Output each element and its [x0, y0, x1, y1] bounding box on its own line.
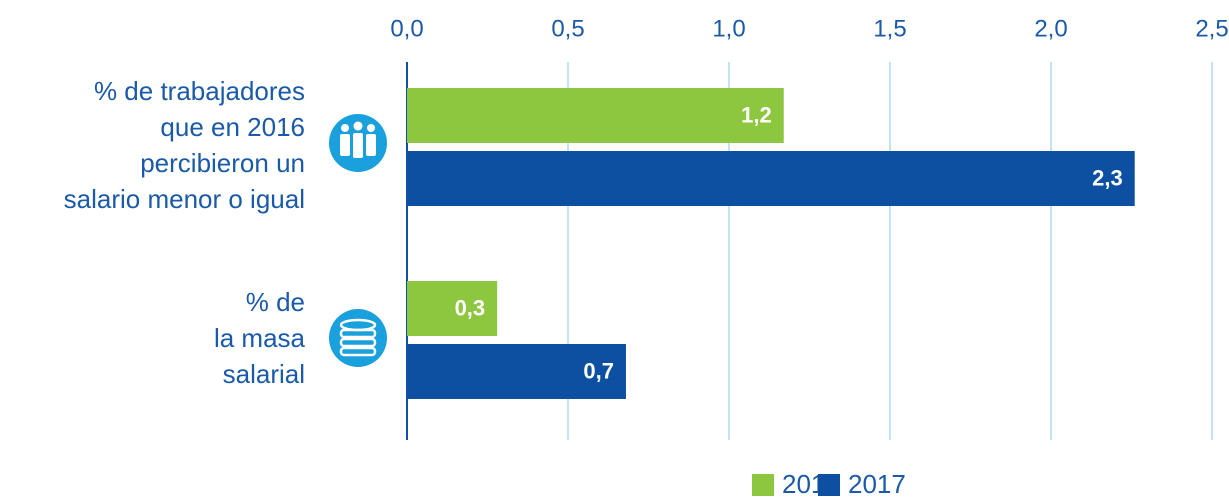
- bar: [407, 281, 498, 336]
- bar: [407, 151, 1135, 206]
- bar: [407, 88, 784, 143]
- category-label-line: salario menor o igual: [64, 184, 305, 214]
- category-label-line: que en 2016: [160, 112, 305, 142]
- category-label-line: % de trabajadores: [94, 76, 305, 106]
- category-label-line: percibieron un: [140, 148, 305, 178]
- x-tick-label: 1,0: [712, 15, 745, 42]
- people-icon: [329, 114, 387, 172]
- x-tick-label: 0,0: [390, 15, 423, 42]
- value-label: 0,3: [455, 295, 486, 320]
- category-label-line: salarial: [223, 359, 305, 389]
- x-tick-label: 1,5: [873, 15, 906, 42]
- legend-swatch: [818, 474, 840, 496]
- category-label-line: la masa: [214, 323, 306, 353]
- value-label: 1,2: [741, 102, 772, 127]
- bar: [407, 344, 626, 399]
- x-tick-label: 2,0: [1034, 15, 1067, 42]
- category-label-line: % de: [246, 287, 305, 317]
- value-label: 0,7: [583, 358, 614, 383]
- category-label: % de trabajadores que en 2016 percibieron …: [64, 76, 305, 214]
- coins-icon: [329, 309, 387, 367]
- legend-swatch: [752, 474, 774, 496]
- x-tick-label: 0,5: [551, 15, 584, 42]
- x-tick-label: 2,5: [1195, 15, 1228, 42]
- category-label: % de la masa salarial: [214, 287, 306, 389]
- legend-label: 2017: [848, 469, 906, 498]
- value-label: 2,3: [1092, 165, 1123, 190]
